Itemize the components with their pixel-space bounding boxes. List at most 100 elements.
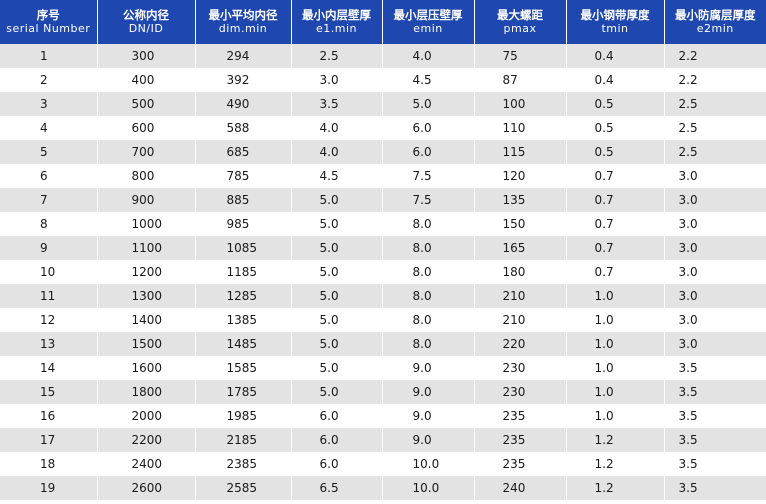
table-cell-nominal-diameter: 600 bbox=[97, 116, 196, 140]
table-cell-min-inner-wall: 6.5 bbox=[291, 476, 383, 500]
table-cell-max-pitch: 75 bbox=[474, 44, 567, 68]
table-row: 13 1500 1485 5.0 8.0 220 1.0 3.0 bbox=[0, 332, 766, 356]
table-cell-min-mean-inner-diameter: 1585 bbox=[195, 356, 292, 380]
table-cell-min-laminated-wall: 9.0 bbox=[382, 380, 475, 404]
table-cell-max-pitch: 87 bbox=[474, 68, 567, 92]
table-cell-min-inner-wall: 2.5 bbox=[291, 44, 383, 68]
table-row: 17 2200 2185 6.0 9.0 235 1.2 3.5 bbox=[0, 428, 766, 452]
table-cell-min-inner-wall: 6.0 bbox=[291, 452, 383, 476]
table-cell-min-anticorrosion-layer: 2.5 bbox=[664, 140, 766, 164]
table-row: 6 800 785 4.5 7.5 120 0.7 3.0 bbox=[0, 164, 766, 188]
table-cell-nominal-diameter: 1500 bbox=[97, 332, 196, 356]
table-cell-nominal-diameter: 1800 bbox=[97, 380, 196, 404]
table-cell-min-inner-wall: 3.5 bbox=[291, 92, 383, 116]
table-row: 15 1800 1785 5.0 9.0 230 1.0 3.5 bbox=[0, 380, 766, 404]
table-cell-min-steel-strip: 1.2 bbox=[566, 452, 665, 476]
table-cell-min-laminated-wall: 9.0 bbox=[382, 428, 475, 452]
table-cell-min-anticorrosion-layer: 3.5 bbox=[664, 452, 766, 476]
table-cell-min-steel-strip: 0.7 bbox=[566, 212, 665, 236]
table-cell-min-inner-wall: 4.5 bbox=[291, 164, 383, 188]
table-cell-serial-number: 18 bbox=[0, 452, 98, 476]
table-header: 序号 serial Number 公称内径 DN/ID 最小平均内径 dim.min 最小内… bbox=[0, 0, 766, 44]
table-cell-nominal-diameter: 2600 bbox=[97, 476, 196, 500]
table-cell-min-inner-wall: 5.0 bbox=[291, 284, 383, 308]
table-cell-min-laminated-wall: 4.0 bbox=[382, 44, 475, 68]
table-cell-min-laminated-wall: 8.0 bbox=[382, 284, 475, 308]
table-cell-min-laminated-wall: 9.0 bbox=[382, 356, 475, 380]
table-cell-min-inner-wall: 5.0 bbox=[291, 260, 383, 284]
table-row: 5 700 685 4.0 6.0 115 0.5 2.5 bbox=[0, 140, 766, 164]
table-cell-min-anticorrosion-layer: 3.5 bbox=[664, 476, 766, 500]
table-row: 2 400 392 3.0 4.5 87 0.4 2.2 bbox=[0, 68, 766, 92]
table-cell-min-anticorrosion-layer: 3.5 bbox=[664, 404, 766, 428]
table-cell-min-anticorrosion-layer: 3.0 bbox=[664, 212, 766, 236]
table-cell-min-inner-wall: 4.0 bbox=[291, 116, 383, 140]
table-cell-min-steel-strip: 0.4 bbox=[566, 44, 665, 68]
table-cell-min-mean-inner-diameter: 2585 bbox=[195, 476, 292, 500]
table-row: 8 1000 985 5.0 8.0 150 0.7 3.0 bbox=[0, 212, 766, 236]
table-cell-min-mean-inner-diameter: 1485 bbox=[195, 332, 292, 356]
table-cell-serial-number: 5 bbox=[0, 140, 98, 164]
table-cell-min-steel-strip: 1.0 bbox=[566, 332, 665, 356]
table-cell-serial-number: 1 bbox=[0, 44, 98, 68]
table-cell-min-laminated-wall: 9.0 bbox=[382, 404, 475, 428]
table-cell-min-inner-wall: 5.0 bbox=[291, 236, 383, 260]
table-cell-min-steel-strip: 0.5 bbox=[566, 140, 665, 164]
table-cell-max-pitch: 210 bbox=[474, 284, 567, 308]
table-cell-min-mean-inner-diameter: 1785 bbox=[195, 380, 292, 404]
column-header-min-steel-strip: 最小钢带厚度 tmin bbox=[566, 0, 665, 44]
table-cell-min-anticorrosion-layer: 3.0 bbox=[664, 164, 766, 188]
table-cell-min-laminated-wall: 10.0 bbox=[382, 476, 475, 500]
table-cell-min-inner-wall: 6.0 bbox=[291, 428, 383, 452]
table-cell-min-steel-strip: 0.7 bbox=[566, 188, 665, 212]
table-cell-min-laminated-wall: 8.0 bbox=[382, 212, 475, 236]
table-cell-min-mean-inner-diameter: 1185 bbox=[195, 260, 292, 284]
table-cell-min-anticorrosion-layer: 3.5 bbox=[664, 356, 766, 380]
table-cell-min-mean-inner-diameter: 985 bbox=[195, 212, 292, 236]
table-cell-max-pitch: 210 bbox=[474, 308, 567, 332]
table-cell-serial-number: 9 bbox=[0, 236, 98, 260]
column-header-cn: 最大螺距 bbox=[497, 8, 543, 22]
table-cell-min-laminated-wall: 7.5 bbox=[382, 188, 475, 212]
table-cell-min-inner-wall: 5.0 bbox=[291, 308, 383, 332]
table-cell-nominal-diameter: 500 bbox=[97, 92, 196, 116]
column-header-min-mean-inner-diameter: 最小平均内径 dim.min bbox=[195, 0, 292, 44]
table-cell-nominal-diameter: 1000 bbox=[97, 212, 196, 236]
table-cell-min-anticorrosion-layer: 3.0 bbox=[664, 236, 766, 260]
column-header-cn: 序号 bbox=[36, 8, 60, 22]
table-cell-max-pitch: 220 bbox=[474, 332, 567, 356]
table-cell-serial-number: 11 bbox=[0, 284, 98, 308]
table-cell-max-pitch: 235 bbox=[474, 452, 567, 476]
table-cell-nominal-diameter: 1600 bbox=[97, 356, 196, 380]
column-header-cn: 最小内层壁厚 bbox=[302, 8, 371, 22]
table-cell-min-steel-strip: 1.2 bbox=[566, 428, 665, 452]
table-cell-min-laminated-wall: 8.0 bbox=[382, 236, 475, 260]
table-cell-min-laminated-wall: 5.0 bbox=[382, 92, 475, 116]
table-cell-min-anticorrosion-layer: 3.5 bbox=[664, 380, 766, 404]
table-cell-nominal-diameter: 800 bbox=[97, 164, 196, 188]
table-cell-min-anticorrosion-layer: 3.0 bbox=[664, 284, 766, 308]
table-cell-nominal-diameter: 1300 bbox=[97, 284, 196, 308]
column-header-serial-number: 序号 serial Number bbox=[0, 0, 98, 44]
column-header-en: serial Number bbox=[6, 22, 91, 35]
table-cell-max-pitch: 150 bbox=[474, 212, 567, 236]
table-cell-min-laminated-wall: 7.5 bbox=[382, 164, 475, 188]
table-row: 18 2400 2385 6.0 10.0 235 1.2 3.5 bbox=[0, 452, 766, 476]
table-cell-min-inner-wall: 5.0 bbox=[291, 332, 383, 356]
column-header-min-inner-wall: 最小内层壁厚 e1.min bbox=[291, 0, 383, 44]
column-header-cn: 公称内径 bbox=[123, 8, 169, 22]
table-cell-max-pitch: 230 bbox=[474, 356, 567, 380]
table-cell-serial-number: 15 bbox=[0, 380, 98, 404]
table-cell-min-steel-strip: 1.0 bbox=[566, 356, 665, 380]
table-cell-max-pitch: 120 bbox=[474, 164, 567, 188]
table-cell-nominal-diameter: 2400 bbox=[97, 452, 196, 476]
table-cell-min-inner-wall: 4.0 bbox=[291, 140, 383, 164]
table-cell-min-anticorrosion-layer: 2.2 bbox=[664, 68, 766, 92]
table-cell-serial-number: 19 bbox=[0, 476, 98, 500]
column-header-nominal-diameter: 公称内径 DN/ID bbox=[97, 0, 196, 44]
table-cell-min-mean-inner-diameter: 2185 bbox=[195, 428, 292, 452]
column-header-min-anticorrosion-layer: 最小防腐层厚度 e2min bbox=[664, 0, 766, 44]
header-row: 序号 serial Number 公称内径 DN/ID 最小平均内径 dim.min 最小内… bbox=[0, 0, 766, 44]
table-cell-nominal-diameter: 1100 bbox=[97, 236, 196, 260]
table-cell-serial-number: 13 bbox=[0, 332, 98, 356]
